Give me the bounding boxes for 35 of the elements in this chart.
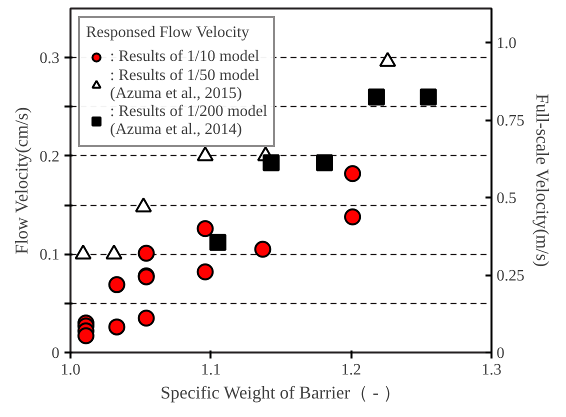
x-axis-title: Specific Weight of Barrier（ - ） [160, 382, 402, 402]
point [420, 88, 437, 106]
point [138, 244, 155, 262]
point [77, 327, 94, 344]
legend-label: : Results of 1/50 model (Azuma et al., 2015) [110, 67, 260, 103]
y-tick-label: 0.3 [40, 50, 60, 68]
x-tick-label: 1.2 [341, 362, 362, 378]
legend-title: Responsed Flow Velocity [86, 24, 250, 42]
legend-label: : Results of 1/200 model (Azuma et al., 2014) [110, 103, 268, 139]
point [316, 154, 334, 172]
x-tick-label: 1.1 [200, 362, 221, 378]
point [262, 154, 280, 172]
point [368, 88, 385, 106]
y2-axis-title: Full-scale Velocity(m/s) [532, 94, 552, 267]
y-axis-title: Flow Velocity(cm/s) [12, 107, 32, 254]
y2-tick-label: 1.0 [496, 35, 516, 52]
point [108, 276, 126, 294]
point [196, 263, 214, 280]
y-tick-label: 0.2 [40, 148, 60, 166]
y2-tick-label: 0.75 [496, 112, 524, 130]
point [254, 240, 272, 258]
point [209, 234, 226, 251]
y2-tick-label: 0.5 [496, 190, 516, 208]
point [344, 165, 362, 182]
point [196, 220, 214, 238]
y2-tick-label: 0 [496, 345, 504, 362]
point [344, 208, 362, 226]
y-tick-label: 0.1 [40, 246, 60, 264]
x-tick-label: 1.3 [482, 362, 502, 378]
point [108, 318, 126, 336]
legend-label: : Results of 1/10 model [110, 48, 260, 66]
y-tick-label: 0 [52, 345, 60, 362]
x-tick-label: 1.0 [60, 362, 80, 378]
point [138, 310, 155, 327]
y2-tick-label: 0.25 [496, 268, 524, 285]
